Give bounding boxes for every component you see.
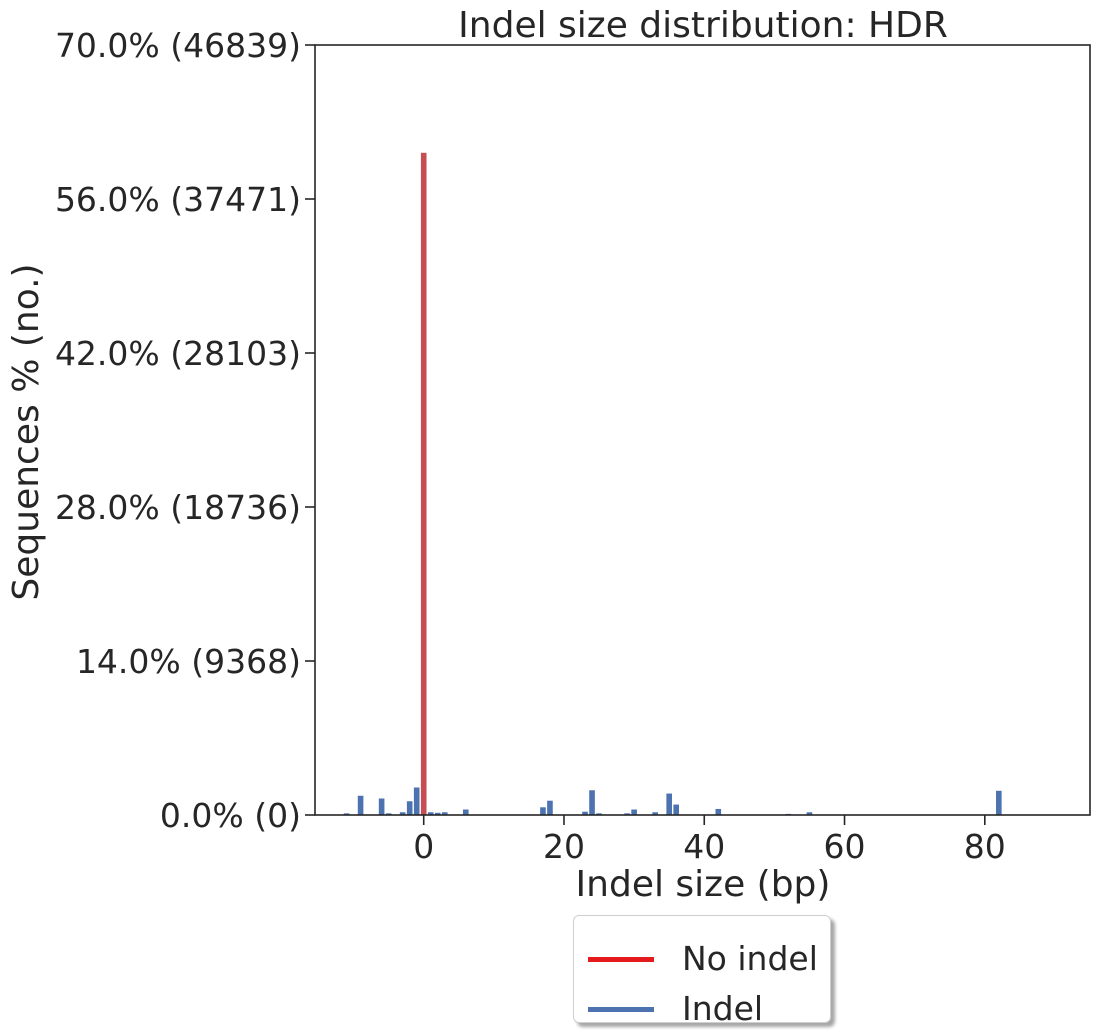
- chart-title: Indel size distribution: HDR: [458, 5, 948, 46]
- x-tick-label-1: 20: [543, 827, 585, 866]
- bar-indel-12: [547, 800, 553, 815]
- y-axis: 0.0% (0) 14.0% (9368) 28.0% (18736) 42.0% (…: [55, 26, 315, 835]
- bar-indel-11: [540, 807, 546, 815]
- bar-indel-17: [631, 809, 637, 815]
- y-tick-label-4: 56.0% (37471): [55, 180, 301, 219]
- bar-indel-9: [441, 812, 448, 815]
- bar-indel-18: [652, 812, 658, 815]
- x-tick-label-2: 40: [683, 827, 725, 866]
- bar-indel-21: [715, 808, 722, 815]
- x-axis-label: Indel size (bp): [576, 864, 831, 905]
- plot-frame: [314, 44, 1091, 816]
- y-axis-label: Sequences % (no.): [6, 263, 47, 600]
- bar-indel-8: [434, 812, 441, 815]
- bars-group: [343, 152, 1002, 816]
- legend-item-no-indel: No indel: [574, 939, 830, 979]
- y-tick-label-1: 14.0% (9368): [76, 642, 301, 681]
- bar-indel-23: [806, 812, 813, 815]
- x-axis: 0 20 40 60 80: [413, 815, 1006, 866]
- bar-indel-24: [996, 790, 1002, 815]
- bar-indel-19: [666, 793, 672, 815]
- bar-indel-3: [385, 813, 392, 815]
- bar-indel-1: [357, 795, 364, 815]
- legend-swatch-no-indel: [588, 957, 654, 962]
- bar-indel-10: [462, 809, 469, 815]
- y-tick-label-2: 28.0% (18736): [55, 488, 301, 527]
- bar-no-indel-0: [420, 152, 427, 816]
- bar-indel-15: [596, 813, 602, 815]
- bar-indel-5: [406, 801, 413, 815]
- bar-indel-16: [624, 813, 630, 815]
- bar-indel-7: [427, 812, 434, 815]
- x-tick-label-4: 80: [964, 827, 1006, 866]
- y-tick-label-0: 0.0% (0): [160, 796, 301, 835]
- bar-indel-2: [378, 798, 385, 815]
- bar-indel-20: [673, 804, 679, 815]
- x-tick-label-0: 0: [413, 827, 434, 866]
- legend-label-indel: Indel: [682, 989, 764, 1028]
- legend: No indel Indel: [573, 915, 831, 1028]
- bar-indel-4: [399, 812, 406, 815]
- y-tick-label-5: 70.0% (46839): [55, 26, 301, 65]
- bar-indel-13: [582, 811, 588, 815]
- bar-indel-14: [589, 790, 595, 815]
- x-tick-label-3: 60: [824, 827, 866, 866]
- legend-item-indel: Indel: [574, 989, 830, 1029]
- y-tick-label-3: 42.0% (28103): [55, 334, 301, 373]
- legend-label-no-indel: No indel: [682, 939, 818, 978]
- bar-indel-0: [343, 813, 350, 815]
- bar-indel-6: [413, 787, 420, 815]
- legend-swatch-indel: [588, 1007, 654, 1012]
